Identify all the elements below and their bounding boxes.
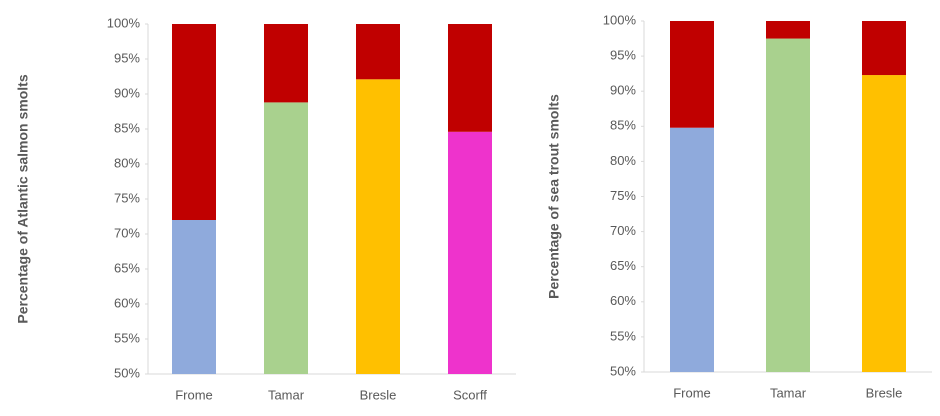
y-tick-label: 80% — [610, 153, 636, 168]
bar-segment — [264, 102, 308, 375]
x-tick-label: Frome — [175, 387, 213, 402]
y-tick-label: 60% — [610, 293, 636, 308]
y-tick-label: 100% — [107, 15, 141, 30]
y-tick-label: 50% — [114, 365, 140, 380]
bar-segment — [172, 24, 216, 220]
bar-segment — [766, 38, 810, 373]
bar-segment — [448, 24, 492, 132]
x-tick-label: Frome — [673, 385, 711, 400]
y-tick-label: 75% — [610, 188, 636, 203]
y-tick-label: 55% — [114, 330, 140, 345]
x-tick-label: Tamar — [770, 385, 807, 400]
y-tick-label: 100% — [603, 12, 637, 27]
y-tick-label: 70% — [610, 223, 636, 238]
y-tick-label: 75% — [114, 190, 140, 205]
y-tick-label: 85% — [114, 120, 140, 135]
y-tick-label: 65% — [610, 258, 636, 273]
bar-segment — [670, 21, 714, 128]
y-tick-label: 70% — [114, 225, 140, 240]
bar-segment — [356, 79, 400, 375]
y-tick-label: 90% — [610, 83, 636, 98]
y-axis-label: Percentage of sea trout smolts — [546, 94, 562, 299]
x-tick-label: Tamar — [268, 387, 305, 402]
y-axis-label: Percentage of Atlantic salmon smolts — [15, 74, 31, 323]
y-tick-label: 55% — [610, 328, 636, 343]
bar-segment — [172, 220, 216, 374]
y-tick-label: 95% — [610, 48, 636, 63]
bar-segment — [670, 127, 714, 372]
bar-segment — [264, 24, 308, 103]
y-tick-label: 50% — [610, 363, 636, 378]
y-tick-label: 85% — [610, 118, 636, 133]
y-tick-label: 65% — [114, 260, 140, 275]
bar-segment — [862, 75, 906, 372]
x-tick-label: Bresle — [360, 387, 397, 402]
bar-segment — [766, 21, 810, 39]
bar-segment — [448, 131, 492, 374]
bar-segment — [862, 21, 906, 76]
y-tick-label: 95% — [114, 50, 140, 65]
y-tick-label: 90% — [114, 85, 140, 100]
x-tick-label: Scorff — [453, 387, 487, 402]
bar-segment — [356, 24, 400, 80]
y-tick-label: 80% — [114, 155, 140, 170]
y-tick-label: 60% — [114, 295, 140, 310]
x-tick-label: Bresle — [866, 385, 903, 400]
